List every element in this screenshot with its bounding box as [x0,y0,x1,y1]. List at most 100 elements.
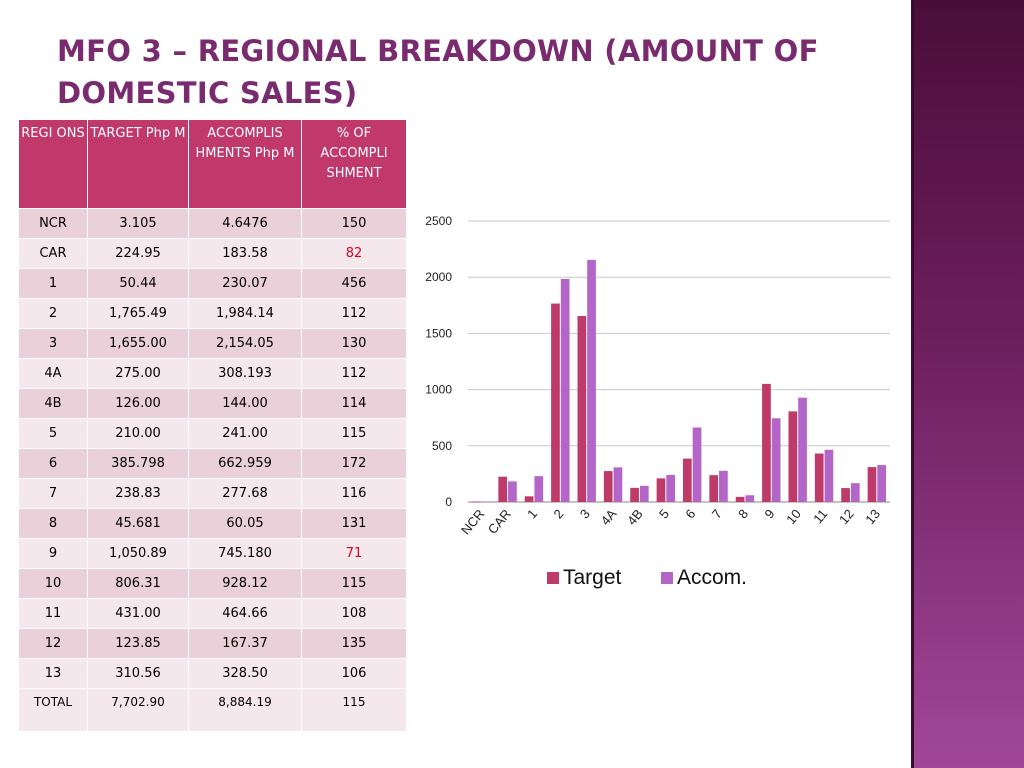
cell-accomplishment: 662.959 [188,448,302,479]
bar-accom [481,501,491,503]
cell-accomplishment: 928.12 [188,568,302,599]
legend-label-target: Target [563,566,622,589]
cell-percent: 108 [301,598,407,629]
bar-target [709,475,719,502]
cell-percent: 112 [301,298,407,329]
cell-accomplishment: 8,884.19 [188,688,302,732]
bar-accom [798,397,807,502]
cell-percent: 150 [301,208,407,239]
bar-accom [692,427,702,502]
bar-target [551,303,560,502]
table-row: CAR 224.95 183.58 82 [18,238,407,269]
bar-accom [666,474,676,502]
bar-target [867,467,877,502]
cell-accomplishment: 183.58 [188,238,302,269]
cell-target: 431.00 [87,598,189,629]
bar-target [524,496,534,502]
sidebar-edge [911,0,914,768]
bar-target [577,315,587,502]
x-tick-label: 4B [624,506,646,528]
x-tick-label: 2 [550,506,566,521]
cell-percent: 115 [301,418,407,449]
bar-accom [534,476,544,502]
cell-target: 385.798 [87,448,189,479]
table-row: 5 210.00 241.00 115 [18,418,407,449]
cell-target: 1,655.00 [87,328,189,359]
cell-target: 310.56 [87,658,189,689]
cell-region: 7 [18,478,88,509]
cell-region: 2 [18,298,88,329]
cell-percent: 106 [301,658,407,689]
table-row: NCR 3.105 4.6476 150 [18,208,407,239]
bar-accom [613,467,623,502]
bar-target [630,487,639,502]
bar-accom [508,481,517,502]
cell-region: 11 [18,598,88,629]
cell-region: CAR [18,238,88,269]
bar-accom [771,418,781,502]
bar-target [498,476,508,502]
x-tick-label: 8 [735,506,751,521]
table-row: 11 431.00 464.66 108 [18,598,407,629]
cell-target: 1,765.49 [87,298,189,329]
y-tick-label: 500 [432,439,452,453]
cell-target: 3.105 [87,208,189,239]
bar-accom [639,485,649,502]
legend-swatch-target [547,572,559,584]
y-tick-label: 1500 [425,326,452,340]
cell-accomplishment: 2,154.05 [188,328,302,359]
cell-percent: 135 [301,628,407,659]
table-row: 2 1,765.49 1,984.14 112 [18,298,407,329]
cell-percent: 130 [301,328,407,359]
cell-accomplishment: 144.00 [188,388,302,419]
table-row: 6 385.798 662.959 172 [18,448,407,479]
x-tick-label: NCR [458,506,488,537]
y-tick-label: 2500 [425,214,452,228]
table-row: 8 45.681 60.05 131 [18,508,407,539]
x-tick-label: 4A [598,506,620,528]
bar-target [603,471,613,502]
cell-target: 210.00 [87,418,189,449]
cell-target: 1,050.89 [87,538,189,569]
cell-accomplishment: 328.50 [188,658,302,689]
cell-accomplishment: 277.68 [188,478,302,509]
cell-percent: 114 [301,388,407,419]
bar-accom [560,278,570,502]
bar-target [814,453,824,502]
x-tick-label: 3 [577,506,593,521]
bar-target [788,411,798,502]
legend-swatch-accom [661,572,673,584]
bar-accom [745,495,755,502]
cell-target: 238.83 [87,478,189,509]
cell-target: 806.31 [87,568,189,599]
x-tick-label: 10 [783,506,804,527]
cell-region: 1 [18,268,88,299]
cell-target: 126.00 [87,388,189,419]
regional-breakdown-table: REGI ONS TARGET Php M ACCOMPLIS HMENTS P… [18,119,407,732]
cell-region: 13 [18,658,88,689]
cell-region: 5 [18,418,88,449]
cell-accomplishment: 1,984.14 [188,298,302,329]
cell-accomplishment: 308.193 [188,358,302,389]
cell-percent: 82 [301,238,407,269]
x-tick-label: 6 [682,506,698,521]
table-row: 12 123.85 167.37 135 [18,628,407,659]
x-tick-label: 9 [761,506,777,521]
table-row: 4B 126.00 144.00 114 [18,388,407,419]
cell-accomplishment: 464.66 [188,598,302,629]
table-header-row: REGI ONS TARGET Php M ACCOMPLIS HMENTS P… [18,119,407,209]
cell-accomplishment: 745.180 [188,538,302,569]
cell-percent: 115 [301,688,407,732]
table-row: 7 238.83 277.68 116 [18,478,407,509]
cell-region: TOTAL [18,688,88,732]
bar-accom [719,470,728,502]
cell-region: 8 [18,508,88,539]
slide-title: MFO 3 – REGIONAL BREAKDOWN (AMOUNT OF DO… [57,34,819,110]
y-tick-label: 2000 [425,270,452,284]
x-tick-label: CAR [485,506,514,537]
cell-region: NCR [18,208,88,239]
table-row: 3 1,655.00 2,154.05 130 [18,328,407,359]
x-tick-label: 1 [524,506,540,521]
cell-region: 4A [18,358,88,389]
legend-label-accom: Accom. [677,566,747,589]
